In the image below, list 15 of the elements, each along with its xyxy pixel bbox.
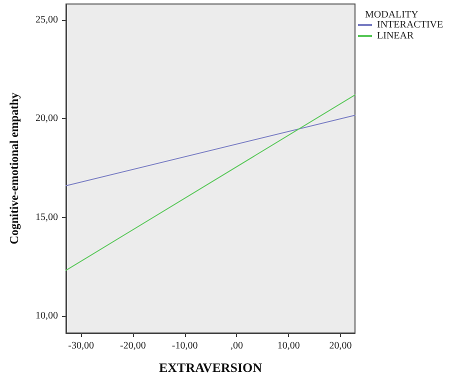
x-axis-title: EXTRAVERSION bbox=[158, 360, 263, 375]
x-tick-label: 20,00 bbox=[329, 340, 352, 352]
y-axis-title: Cognitive-emotional empathy bbox=[7, 92, 21, 244]
x-tick-label: 10,00 bbox=[277, 340, 300, 352]
x-tick-label: -10,00 bbox=[172, 340, 198, 352]
x-tick-label: ,00 bbox=[230, 340, 243, 352]
y-tick-label: 25,00 bbox=[36, 14, 58, 26]
y-tick-label: 10,00 bbox=[36, 310, 58, 322]
x-tick-label: -30,00 bbox=[68, 340, 94, 352]
y-tick-label: 15,00 bbox=[36, 212, 58, 223]
legend-title: MODALITY bbox=[365, 10, 418, 20]
x-tick-label: -20,00 bbox=[120, 340, 146, 352]
y-tick-label: 20,00 bbox=[36, 113, 58, 124]
legend-label: LINEAR bbox=[377, 30, 414, 42]
legend-label: INTERACTIVE bbox=[377, 20, 444, 30]
